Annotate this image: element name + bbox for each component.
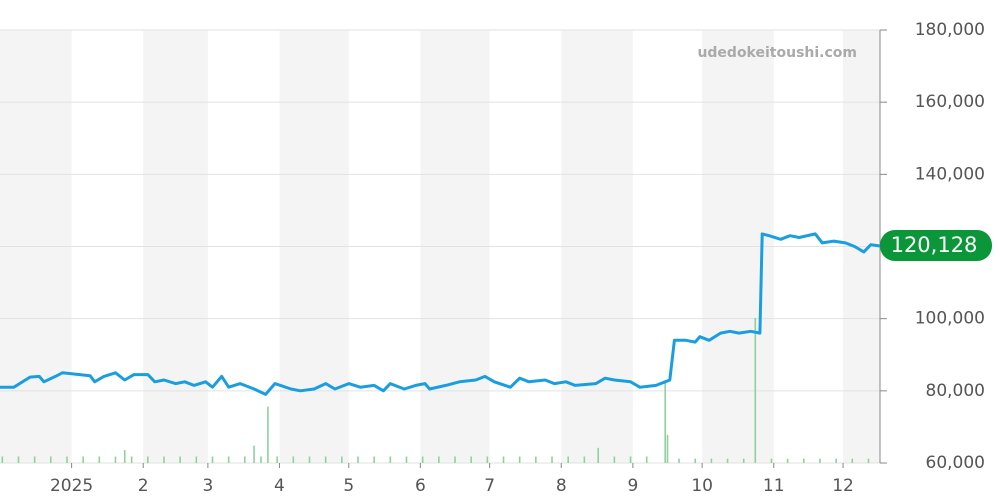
volume-bar	[260, 456, 262, 463]
volume-bar	[867, 458, 870, 463]
volume-bar	[664, 382, 666, 463]
volume-bar	[341, 456, 343, 463]
volume-bar	[292, 456, 295, 463]
volume-bar	[742, 458, 745, 463]
volume-bar	[802, 458, 805, 463]
volume-bar	[567, 456, 569, 463]
x-tick-label: 6	[415, 476, 426, 496]
volume-bar	[33, 456, 36, 463]
volume-bar	[629, 456, 632, 463]
volume-bar	[163, 456, 165, 463]
volume-bar	[308, 456, 311, 463]
price-badge-label: 120,128	[891, 233, 978, 257]
y-tick-label: 60,000	[926, 453, 985, 473]
volume-bar	[244, 456, 246, 463]
y-tick-label: 100,000	[915, 309, 985, 329]
volume-bar	[82, 456, 84, 463]
volume-bar	[147, 456, 149, 463]
volume-bar	[50, 456, 52, 463]
y-tick-label: 160,000	[915, 92, 985, 112]
x-tick-label: 10	[691, 476, 713, 496]
volume-bar	[770, 458, 773, 463]
volume-bar	[754, 317, 757, 463]
x-tick-label: 5	[343, 476, 354, 496]
x-tick-label: 2025	[50, 476, 93, 496]
watermark: udedokeitoushi.com	[697, 45, 857, 61]
volume-bar	[819, 458, 821, 463]
volume-bar	[486, 456, 489, 463]
x-tick-label: 2	[138, 476, 149, 496]
volume-bar	[405, 456, 408, 463]
volume-bar	[666, 434, 669, 463]
volume-bar	[551, 456, 553, 463]
volume-bar	[726, 458, 729, 463]
price-line	[0, 232, 881, 396]
volume-bar	[613, 456, 616, 463]
volume-bar	[421, 456, 424, 463]
volume-bar	[324, 456, 327, 463]
x-tick-label: 3	[202, 476, 213, 496]
x-tick-label: 4	[274, 476, 285, 496]
volume-bar	[253, 445, 255, 463]
volume-bar	[583, 456, 586, 463]
volume-bar	[438, 456, 440, 463]
volume-bar	[710, 458, 713, 463]
volume-bar	[66, 456, 68, 463]
volume-bar	[694, 458, 697, 463]
volume-bar	[645, 456, 648, 463]
volume-bar	[227, 456, 230, 463]
volume-bar	[123, 450, 126, 463]
x-tick-label: 7	[484, 476, 495, 496]
volume-bar	[267, 406, 269, 463]
volume-bar	[786, 458, 789, 463]
y-tick-label: 140,000	[915, 164, 985, 184]
volume-bar	[195, 456, 198, 463]
price-badge	[880, 230, 992, 262]
y-tick-label: 80,000	[926, 381, 985, 401]
volume-bar	[597, 447, 600, 463]
volume-bar	[98, 456, 101, 463]
volume-bar	[389, 456, 392, 463]
volume-bar	[502, 456, 505, 463]
volume-bar	[678, 458, 680, 463]
volume-bar	[17, 456, 20, 463]
x-tick-label: 9	[627, 476, 638, 496]
volume-bar	[518, 456, 521, 463]
volume-bar	[454, 456, 456, 463]
volume-bar	[357, 456, 359, 463]
volume-bar	[276, 456, 278, 463]
volume-bar	[535, 456, 537, 463]
y-tick-label: 180,000	[915, 20, 985, 40]
x-tick-label: 12	[832, 476, 854, 496]
x-tick-label: 11	[763, 476, 785, 496]
x-tick-label: 8	[556, 476, 567, 496]
volume-bar	[114, 456, 117, 463]
volume-bar	[851, 458, 854, 463]
volume-bar	[373, 456, 375, 463]
volume-bar	[1, 456, 4, 463]
volume-bar	[130, 456, 133, 463]
volume-bar	[211, 456, 214, 463]
volume-bar	[835, 458, 837, 463]
volume-bar	[179, 456, 181, 463]
volume-bar	[470, 456, 472, 463]
